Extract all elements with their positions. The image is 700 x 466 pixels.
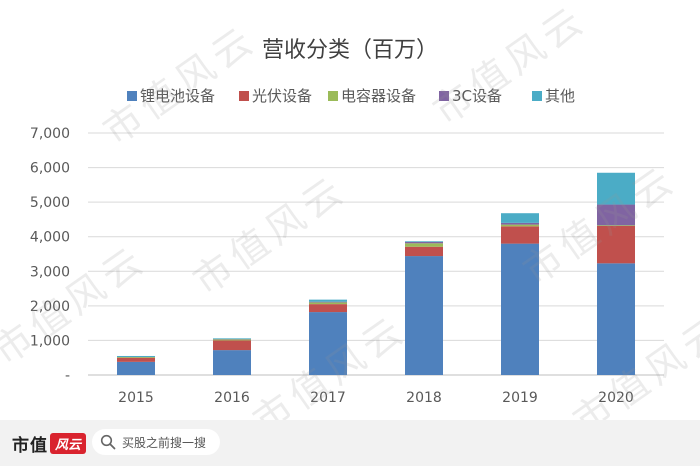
bar-segment — [405, 241, 443, 242]
bar-segment — [117, 357, 155, 362]
chart-card: 营收分类（百万） 锂电池设备 光伏设备 电容器设备 3C设备 其他 - 1,000 2,00… — [0, 0, 700, 420]
bar-segment — [405, 256, 443, 375]
y-tick-label: 6,000 — [30, 161, 70, 177]
search-placeholder: 买股之前搜一搜 — [122, 435, 207, 450]
chart-title: 营收分类（百万） — [262, 38, 438, 63]
chart-legend: 锂电池设备 光伏设备 电容器设备 3C设备 其他 — [127, 87, 575, 105]
legend-swatch — [239, 91, 249, 101]
bar-segment — [501, 213, 539, 223]
y-tick-label: 3,000 — [30, 264, 70, 280]
legend-swatch — [328, 91, 338, 101]
bar-segment — [213, 350, 251, 375]
bars — [117, 172, 635, 375]
legend-label: 电容器设备 — [341, 87, 416, 105]
bar-segment — [501, 224, 539, 227]
bar-segment — [597, 204, 635, 226]
bar-segment — [597, 225, 635, 264]
bar-segment — [117, 361, 155, 375]
brand-logo-mark: 风云 — [50, 432, 87, 454]
legend-label: 光伏设备 — [252, 87, 312, 105]
bar-segment — [405, 246, 443, 257]
bar-segment — [309, 301, 347, 303]
search-box[interactable]: 买股之前搜一搜 — [92, 429, 220, 455]
y-tick-label: 5,000 — [30, 195, 70, 211]
bar-segment — [501, 243, 539, 375]
legend-swatch — [532, 91, 542, 101]
legend-label: 其他 — [545, 87, 575, 105]
legend-swatch — [439, 91, 449, 101]
bar-segment — [597, 225, 635, 226]
y-tick-label: 7,000 — [30, 126, 70, 142]
x-tick-label: 2015 — [118, 390, 154, 406]
bar-segment — [117, 357, 155, 358]
bar-segment — [309, 299, 347, 302]
bar-segment — [597, 263, 635, 375]
bar-segment — [117, 355, 155, 358]
bar-segment — [309, 304, 347, 313]
legend-swatch — [127, 91, 137, 101]
y-axis: - 1,000 2,000 3,000 4,000 5,000 6,000 7,000 — [30, 126, 70, 384]
bar-segment — [597, 172, 635, 205]
stacked-bar-chart: 营收分类（百万） 锂电池设备 光伏设备 电容器设备 3C设备 其他 - 1,000 2,00… — [30, 38, 664, 406]
y-tick-label: - — [65, 368, 70, 384]
legend-item: 3C设备 — [439, 87, 502, 105]
bar-segment — [309, 302, 347, 305]
bar-segment — [501, 226, 539, 244]
bar-segment — [501, 222, 539, 225]
brand-logo[interactable]: 市值 风云 — [12, 432, 87, 456]
x-tick-label: 2017 — [310, 390, 346, 406]
bar-segment — [405, 243, 443, 247]
search-icon — [100, 434, 116, 450]
legend-item: 光伏设备 — [239, 87, 312, 105]
y-tick-label: 4,000 — [30, 230, 70, 246]
legend-label: 3C设备 — [452, 87, 502, 105]
bar-segment — [309, 312, 347, 375]
y-tick-label: 2,000 — [30, 299, 70, 315]
legend-item: 电容器设备 — [328, 87, 416, 105]
footer-bar: 市值 风云 买股之前搜一搜 — [0, 420, 700, 466]
bar-segment — [213, 338, 251, 340]
x-tick-label: 2019 — [502, 390, 538, 406]
bar-segment — [213, 339, 251, 341]
x-tick-label: 2016 — [214, 390, 250, 406]
y-tick-label: 1,000 — [30, 333, 70, 349]
x-axis: 2015 2016 2017 2018 2019 2020 — [118, 390, 634, 406]
bar-segment — [213, 340, 251, 351]
bar-segment — [405, 241, 443, 244]
x-tick-label: 2018 — [406, 390, 442, 406]
x-tick-label: 2020 — [598, 390, 634, 406]
legend-item: 锂电池设备 — [127, 87, 215, 105]
legend-item: 其他 — [532, 87, 575, 105]
gridlines — [88, 132, 664, 376]
legend-label: 锂电池设备 — [140, 87, 215, 105]
brand-logo-text: 市值 — [12, 435, 48, 456]
